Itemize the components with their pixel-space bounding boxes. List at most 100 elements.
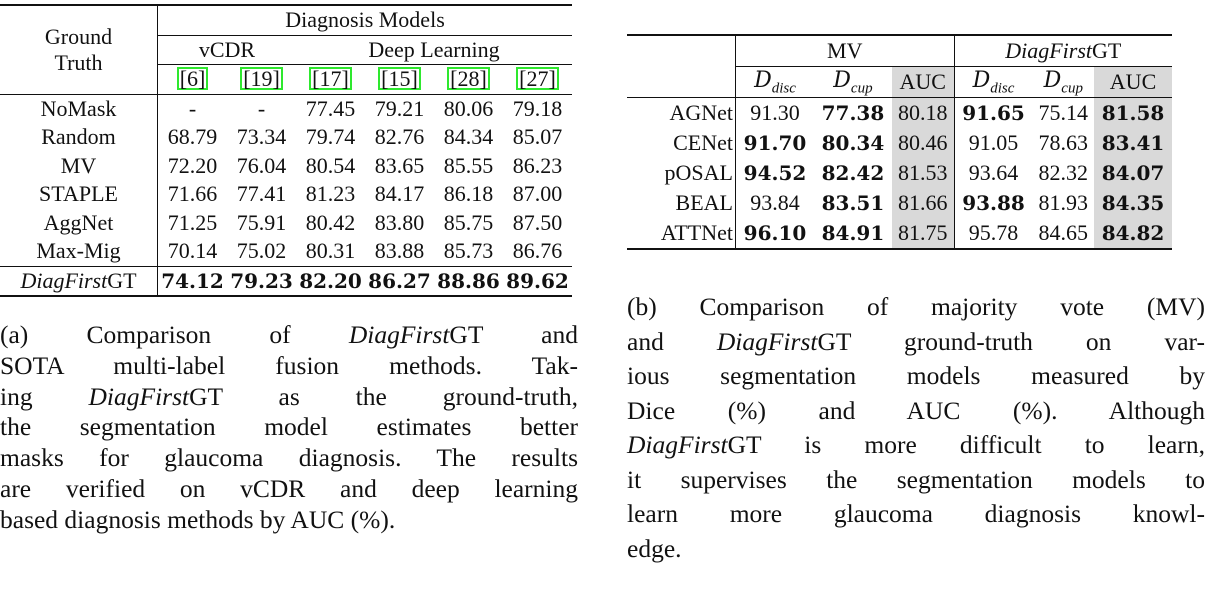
caption-a: (a) Comparison of DiagFirstGT and SOTA mu…	[0, 320, 578, 536]
cell-value: 91.30	[735, 97, 814, 129]
table-row: STAPLE 71.66 77.41 81.23 84.17 86.18 87.00	[0, 180, 572, 209]
metric-symbol: AUC	[899, 69, 946, 95]
cell-value-bold: 86.27	[365, 265, 434, 296]
metric-subscript: cup	[1061, 80, 1083, 97]
reference-header: [6]	[158, 65, 228, 95]
cell-value-bold: 82.20	[296, 265, 365, 296]
cell-value: 87.50	[512, 209, 563, 235]
cell-value: 86.23	[512, 152, 563, 178]
table-row: pOSAL 94.52 82.42 81.53 93.64 82.32 84.07	[627, 158, 1172, 189]
row-label: STAPLE	[0, 180, 158, 209]
cell-value: 80.42	[305, 209, 356, 235]
table-row-diagfirstgt: DiagFirstGT 74.12 79.23 82.20 86.27 88.86 89.6…	[0, 265, 572, 296]
citation-link[interactable]: [17]	[309, 67, 352, 91]
cell-value-bold: 91.70	[743, 131, 807, 156]
row-label: pOSAL	[627, 158, 736, 189]
cell-value: 84.17	[374, 181, 425, 207]
citation-link[interactable]: [6]	[176, 67, 209, 91]
metric-symbol: D	[754, 68, 772, 93]
reference-header: [28]	[434, 65, 503, 95]
ground-truth-header: Ground Truth	[0, 5, 158, 94]
cell-value: 75.14	[1032, 97, 1095, 129]
cell-value: 80.06	[433, 93, 503, 123]
caption-text: Dice (%) and AUC (%). Although	[627, 395, 1205, 425]
caption-line: (a) Comparison of DiagFirstGT and	[0, 320, 578, 351]
caption-text: based diagnosis methods by AUC (%).	[0, 504, 396, 534]
cell-value-bold: 93.88	[962, 191, 1025, 216]
cell-value: 73.34	[236, 124, 287, 150]
cell-value: 85.73	[443, 238, 494, 264]
cell-value: 85.07	[512, 124, 563, 150]
cell-value-bold: 91.65	[954, 97, 1033, 129]
cell-value: 83.80	[374, 209, 425, 235]
cell-value: 81.75	[891, 218, 955, 250]
table-row: MV 72.20 76.04 80.54 83.65 85.55 86.23	[0, 151, 572, 180]
caption-line: DiagFirstGT is more difficult to learn,	[627, 428, 1205, 463]
caption-line: Dice (%) and AUC (%). Although	[627, 394, 1205, 429]
caption-line: ious segmentation models measured by	[627, 359, 1205, 394]
cell-value: 95.78	[968, 220, 1019, 246]
metric-symbol: D	[833, 68, 851, 93]
citation-link[interactable]: [27]	[516, 67, 559, 91]
row-label: DiagFirstGT	[0, 265, 158, 296]
cell-value: 84.34	[443, 124, 494, 150]
cell-value: 77.41	[236, 181, 287, 207]
group-header-1: DiagFirstGT	[954, 35, 1172, 67]
cell-value: 93.64	[968, 160, 1019, 186]
caption-text: (b) Comparison of majority vote (MV)	[627, 292, 1205, 321]
row-label: Max-Mig	[0, 237, 158, 266]
table-row: AggNet 71.25 75.91 80.42 83.80 85.75 87.50	[0, 208, 572, 237]
table-row: ATTNet 96.10 84.91 81.75 95.78 84.65 84.82	[627, 218, 1172, 250]
cell-value: 68.79	[167, 124, 218, 150]
caption-italic: DiagFirst	[716, 326, 818, 356]
cell-value: 80.46	[891, 128, 955, 159]
caption-text: the segmentation model estimates better	[0, 412, 578, 442]
vcdr-header: vCDR	[157, 35, 297, 65]
cell-value: 81.23	[305, 181, 356, 207]
caption-line: ing DiagFirstGT as the ground-truth,	[0, 382, 578, 413]
metric-subscript: disc	[771, 80, 796, 97]
cell-value-bold: 84.07	[1094, 158, 1172, 189]
cell-value: 93.84	[750, 190, 800, 216]
cell-value: 86.18	[443, 181, 494, 207]
group-text: MV	[827, 38, 863, 63]
table-row: CENet 91.70 80.34 80.46 91.05 78.63 83.41	[627, 128, 1172, 159]
cell-value: 81.93	[1038, 190, 1089, 216]
row-label: Random	[0, 123, 158, 152]
cell-value: 81.66	[891, 188, 955, 219]
table-row: BEAL 93.84 83.51 81.66 93.88 81.93 84.35	[627, 188, 1172, 219]
citation-link[interactable]: [15]	[378, 67, 421, 91]
cell-value: 72.20	[167, 152, 218, 178]
corner	[627, 35, 736, 67]
cell-value: 79.74	[305, 124, 356, 150]
cell-value-bold: 84.82	[1094, 218, 1172, 250]
row-label: MV	[0, 151, 158, 180]
cell-value: 80.31	[305, 238, 356, 264]
cell-value: 71.25	[167, 209, 218, 235]
caption-text: it supervises the segmentation models to	[627, 464, 1205, 494]
caption-line: it supervises the segmentation models to	[627, 463, 1205, 498]
caption-text: (a) Comparison of	[0, 320, 349, 349]
cell-value-bold: 94.52	[743, 161, 807, 186]
metric-subscript: cup	[850, 80, 873, 97]
row-label: ATTNet	[627, 218, 736, 250]
cell-value: 81.53	[891, 158, 955, 189]
cell-value-bold: 81.58	[1094, 97, 1172, 129]
citation-link[interactable]: [19]	[240, 67, 283, 91]
caption-line: learn more glaucoma diagnosis knowl-	[627, 497, 1205, 532]
reference-header: [15]	[365, 65, 434, 95]
table-row: Max-Mig 70.14 75.02 80.31 83.88 85.73 86.76	[0, 237, 572, 266]
subheader: Ddisc	[736, 67, 815, 98]
subheader: AUC	[1094, 66, 1172, 98]
cell-value: 83.88	[374, 238, 425, 264]
table-a-fusion-comparison: Ground Truth Diagnosis Models vCDR Deep L…	[0, 4, 572, 297]
cell-value: 78.63	[1038, 130, 1089, 156]
cell-value-bold: 89.62	[502, 265, 572, 296]
caption-text: GT as the ground-truth,	[189, 381, 578, 411]
diagnosis-models-header: Diagnosis Models	[157, 5, 572, 36]
cell-value: 77.45	[296, 93, 365, 123]
subheader: Dcup	[1033, 67, 1095, 98]
group-text: GT	[1092, 38, 1122, 63]
cell-value: 85.75	[443, 209, 494, 235]
citation-link[interactable]: [28]	[447, 67, 490, 91]
